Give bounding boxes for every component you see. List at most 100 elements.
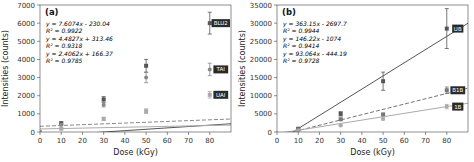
x-tick-label: 30 — [336, 137, 345, 145]
x-tick-label: 40 — [120, 137, 129, 145]
y-tick-label: 20000 — [250, 56, 272, 64]
x-tick — [361, 132, 362, 135]
series-label-box — [212, 19, 230, 27]
series-label-box — [452, 103, 463, 111]
series-label: B1B — [450, 86, 465, 94]
error-bar — [381, 113, 385, 116]
point — [339, 123, 343, 127]
series-label-box — [452, 25, 463, 33]
error-bar — [144, 109, 148, 114]
y-tick-label: 5000 — [17, 38, 35, 46]
error-bar — [339, 112, 343, 116]
series-label: UAI — [213, 91, 228, 99]
y-tick — [274, 5, 277, 6]
point — [59, 127, 63, 131]
error-bar — [102, 103, 106, 107]
series-label-text: BLU2 — [214, 20, 228, 26]
x-tick-label: 20 — [315, 137, 324, 145]
y-axis-label: Intensities (counts) — [1, 30, 10, 107]
error-bar — [102, 117, 106, 120]
x-tick-label: 70 — [184, 137, 193, 145]
x-tick — [61, 132, 62, 135]
y-tick-label: 10000 — [250, 92, 272, 100]
fit-line — [277, 103, 468, 132]
x-tick-label: 0 — [275, 137, 279, 145]
error-bar — [144, 72, 148, 82]
x-tick — [40, 132, 41, 135]
point — [144, 76, 148, 80]
point — [445, 88, 449, 92]
y-tick — [274, 77, 277, 78]
r-squared: R² = 0.9785 — [46, 57, 83, 64]
error-bar — [445, 87, 449, 94]
point — [208, 93, 212, 97]
x-tick-label: 10 — [57, 137, 66, 145]
point — [208, 67, 212, 71]
y-tick-label: 15000 — [250, 74, 272, 82]
point — [445, 105, 449, 109]
error-bar — [339, 118, 343, 120]
point — [102, 97, 106, 101]
series-label: 1B — [452, 103, 463, 111]
point — [381, 79, 385, 83]
x-tick — [340, 132, 341, 135]
x-tick-label: 0 — [38, 137, 42, 145]
point — [339, 117, 343, 121]
y-tick — [37, 113, 40, 114]
point — [296, 128, 300, 132]
r-squared: R² = 0.9728 — [283, 57, 320, 64]
series-label-text: TAI — [216, 66, 226, 72]
panel: 0102030405060708001000200030004000500060… — [1, 2, 231, 158]
x-tick-label: 60 — [163, 137, 172, 145]
x-tick — [298, 132, 299, 135]
x-tick-label: 60 — [400, 137, 409, 145]
y-tick-label: 2000 — [17, 92, 35, 100]
y-tick — [37, 132, 40, 133]
series-label: TAI — [213, 65, 228, 73]
y-tick — [274, 41, 277, 42]
r-squared: R² = 0.9944 — [283, 27, 320, 34]
y-tick-label: 4000 — [17, 56, 35, 64]
r-squared: R² = 0.9414 — [283, 42, 320, 49]
series-label: BLU2 — [212, 19, 230, 27]
x-tick-label: 10 — [294, 137, 303, 145]
series-label-box — [213, 65, 228, 73]
r-squared: R² = 0.9922 — [46, 27, 83, 34]
y-tick — [274, 132, 277, 133]
y-tick-label: 0 — [268, 129, 272, 137]
series-label-text: UAI — [216, 92, 226, 98]
fit-line — [277, 88, 468, 132]
x-tick — [425, 132, 426, 135]
y-axis-label: Intensities (counts) — [238, 30, 247, 107]
y-tick — [274, 59, 277, 60]
y-tick-label: 35000 — [250, 2, 272, 10]
x-tick — [103, 132, 104, 135]
point — [339, 112, 343, 116]
series-label-text: 1B — [454, 104, 461, 110]
point — [102, 117, 106, 121]
point — [296, 127, 300, 131]
panel-title: (b) — [282, 7, 296, 17]
y-tick-label: 5000 — [254, 110, 272, 118]
series-label-text: B1B — [452, 87, 463, 93]
r-squared: R² = 0.9318 — [46, 42, 83, 49]
point — [381, 117, 385, 121]
error-bar — [208, 92, 212, 99]
fit-line — [40, 125, 231, 129]
y-tick — [37, 59, 40, 60]
x-tick — [167, 132, 168, 135]
x-tick — [404, 132, 405, 135]
series-label-text: UB — [454, 26, 462, 32]
y-tick — [37, 41, 40, 42]
x-tick — [277, 132, 278, 135]
y-tick — [274, 113, 277, 114]
point — [102, 103, 106, 107]
x-tick — [188, 132, 189, 135]
series-label-box — [450, 86, 465, 94]
x-tick — [319, 132, 320, 135]
x-tick — [383, 132, 384, 135]
x-axis-label: Dose (kGy) — [113, 148, 158, 157]
series-label-box — [213, 91, 228, 99]
point — [144, 64, 148, 68]
panel: 0102030405060708005000100001500020000250… — [238, 2, 468, 158]
